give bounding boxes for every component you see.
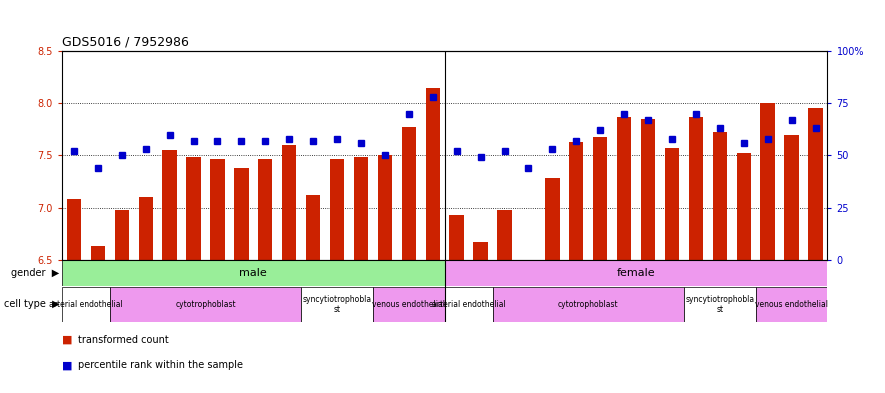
- Bar: [306, 195, 320, 260]
- Bar: [617, 117, 631, 260]
- Bar: [301, 287, 373, 321]
- Text: venous endothelial: venous endothelial: [755, 300, 828, 309]
- Bar: [378, 155, 392, 260]
- Text: gender  ▶: gender ▶: [12, 268, 59, 278]
- Bar: [90, 246, 105, 260]
- Text: cytotrophoblast: cytotrophoblast: [558, 300, 619, 309]
- Bar: [736, 153, 750, 260]
- Bar: [62, 260, 444, 286]
- Text: cell type  ▶: cell type ▶: [4, 299, 59, 309]
- Bar: [641, 119, 655, 260]
- Bar: [444, 260, 827, 286]
- Bar: [211, 158, 225, 260]
- Bar: [426, 88, 440, 260]
- Bar: [330, 158, 344, 260]
- Bar: [473, 242, 488, 260]
- Bar: [497, 209, 512, 260]
- Bar: [110, 287, 301, 321]
- Bar: [665, 148, 679, 260]
- Bar: [282, 145, 296, 260]
- Text: arterial endothelial: arterial endothelial: [49, 300, 123, 309]
- Text: GDS5016 / 7952986: GDS5016 / 7952986: [62, 35, 189, 48]
- Bar: [402, 127, 416, 260]
- Bar: [545, 178, 559, 260]
- Bar: [354, 158, 368, 260]
- Bar: [569, 142, 583, 260]
- Bar: [784, 134, 799, 260]
- Bar: [444, 287, 493, 321]
- Bar: [712, 132, 727, 260]
- Text: syncytiotrophobla
st: syncytiotrophobla st: [303, 295, 372, 314]
- Bar: [62, 287, 110, 321]
- Text: syncytiotrophobla
st: syncytiotrophobla st: [685, 295, 754, 314]
- Text: transformed count: transformed count: [78, 335, 169, 345]
- Bar: [689, 117, 703, 260]
- Text: percentile rank within the sample: percentile rank within the sample: [78, 360, 242, 371]
- Bar: [66, 199, 81, 260]
- Text: cytotrophoblast: cytotrophoblast: [175, 300, 235, 309]
- Bar: [373, 287, 444, 321]
- Text: venous endothelial: venous endothelial: [373, 300, 445, 309]
- Text: male: male: [240, 268, 267, 278]
- Bar: [808, 108, 823, 260]
- Bar: [493, 287, 684, 321]
- Bar: [593, 137, 607, 260]
- Text: female: female: [617, 268, 656, 278]
- Bar: [756, 287, 827, 321]
- Text: ■: ■: [62, 360, 73, 371]
- Text: arterial endothelial: arterial endothelial: [432, 300, 505, 309]
- Bar: [450, 215, 464, 260]
- Bar: [114, 209, 129, 260]
- Bar: [235, 168, 249, 260]
- Text: ■: ■: [62, 335, 73, 345]
- Bar: [258, 158, 273, 260]
- Bar: [187, 158, 201, 260]
- Bar: [138, 197, 153, 260]
- Bar: [163, 150, 177, 260]
- Bar: [760, 103, 775, 260]
- Bar: [684, 287, 756, 321]
